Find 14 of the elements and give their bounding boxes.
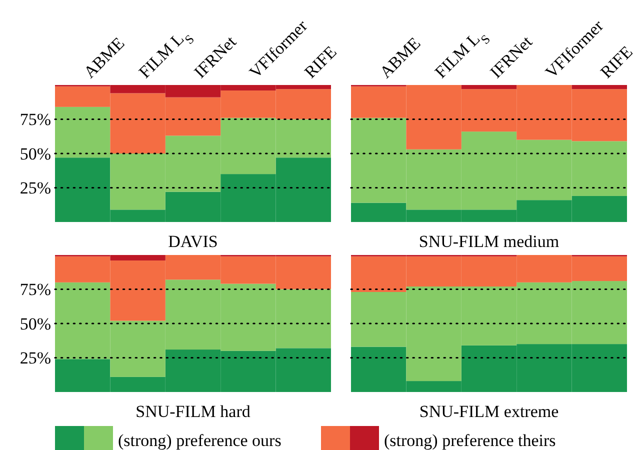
text: DAVIS bbox=[168, 232, 218, 251]
text: SNU-FILM medium bbox=[418, 232, 560, 251]
y-tick-label: 75% bbox=[20, 280, 51, 300]
legend-label: (strong) preference ours bbox=[118, 431, 282, 450]
bar bbox=[461, 85, 517, 90]
y-tick-label: 50% bbox=[20, 144, 51, 164]
legend-label: (strong) preference theirs bbox=[384, 431, 556, 450]
y-tick-label: 50% bbox=[20, 314, 51, 334]
y-tick-label: 75% bbox=[20, 110, 51, 130]
y-tick-label: 25% bbox=[20, 178, 51, 198]
bar bbox=[572, 85, 627, 90]
text: SNU-FILM hard bbox=[136, 402, 251, 421]
text: SNU-FILM extreme bbox=[419, 402, 559, 421]
y-tick-label: 25% bbox=[20, 348, 51, 368]
